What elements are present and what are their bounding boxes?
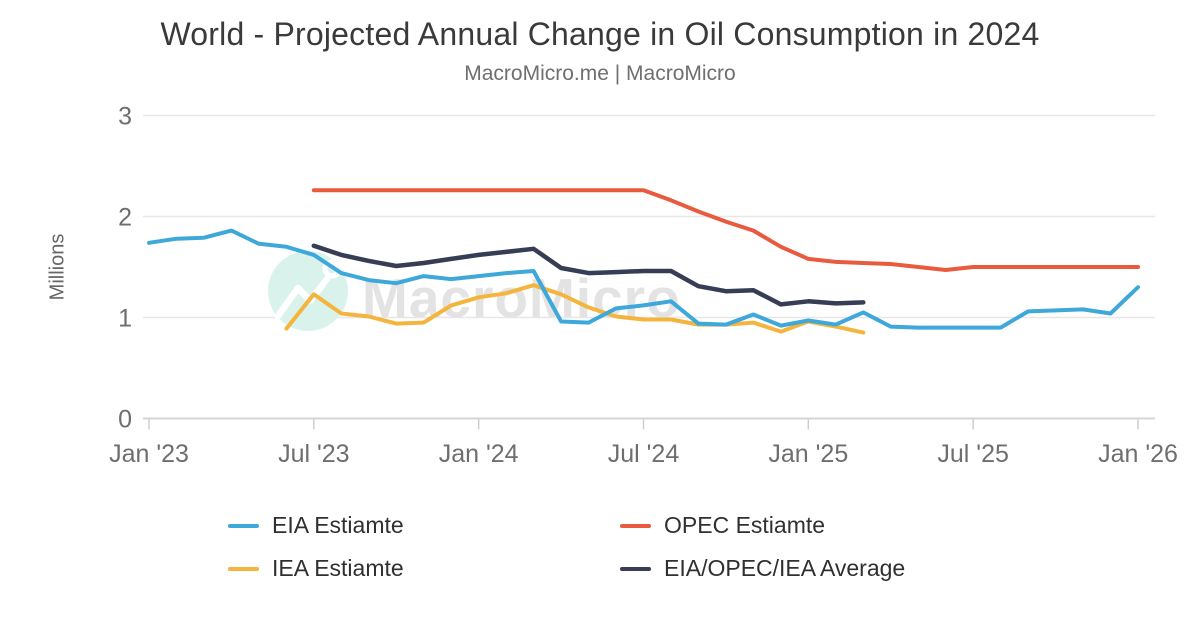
- legend-item-average[interactable]: EIA/OPEC/IEA Average: [620, 555, 905, 582]
- chart-legend: EIA Estiamte OPEC Estiamte IEA Estiamte …: [228, 512, 905, 582]
- x-tick-label: Jan '26: [1098, 440, 1178, 468]
- legend-item-opec[interactable]: OPEC Estiamte: [620, 512, 905, 539]
- legend-item-eia[interactable]: EIA Estiamte: [228, 512, 620, 539]
- watermark-peak-dot-icon: [322, 259, 342, 279]
- iea-series-marker: [228, 566, 259, 571]
- y-tick-label-0: 0: [118, 406, 132, 434]
- y-tick-label-1: 1: [118, 305, 132, 333]
- x-tick-label: Jul '24: [608, 440, 680, 468]
- watermark-mountain-icon: [274, 275, 331, 320]
- legend-label-eia: EIA Estiamte: [272, 512, 404, 538]
- y-tick-label-2: 2: [118, 204, 132, 232]
- legend-item-iea[interactable]: IEA Estiamte: [228, 555, 620, 582]
- chart-subtitle: MacroMicro.me | MacroMicro: [464, 62, 736, 85]
- chart-title: World - Projected Annual Change in Oil C…: [160, 16, 1040, 52]
- x-tick-label: Jan '23: [109, 440, 189, 468]
- series-line-opec-estiamte[interactable]: [311, 188, 1140, 272]
- legend-label-opec: OPEC Estiamte: [664, 512, 826, 538]
- watermark-logo-circle: [268, 251, 348, 331]
- series-line-eia-opec-iea-average[interactable]: [311, 243, 866, 307]
- opec-series-marker: [620, 523, 651, 528]
- average-series-marker: [620, 566, 651, 571]
- y-tick-label-3: 3: [118, 103, 132, 131]
- x-tick-label: Jul '23: [278, 440, 349, 468]
- x-tick-label: Jul '25: [937, 440, 1008, 468]
- x-tick-label: Jan '24: [439, 440, 519, 468]
- eia-series-marker: [228, 523, 259, 528]
- legend-label-average: EIA/OPEC/IEA Average: [664, 555, 906, 581]
- series-line-iea-estiamte[interactable]: [284, 283, 866, 335]
- x-tick-label: Jan '25: [768, 440, 848, 468]
- legend-label-iea: IEA Estiamte: [272, 555, 404, 581]
- series-line-eia-estiamte[interactable]: [147, 228, 1140, 330]
